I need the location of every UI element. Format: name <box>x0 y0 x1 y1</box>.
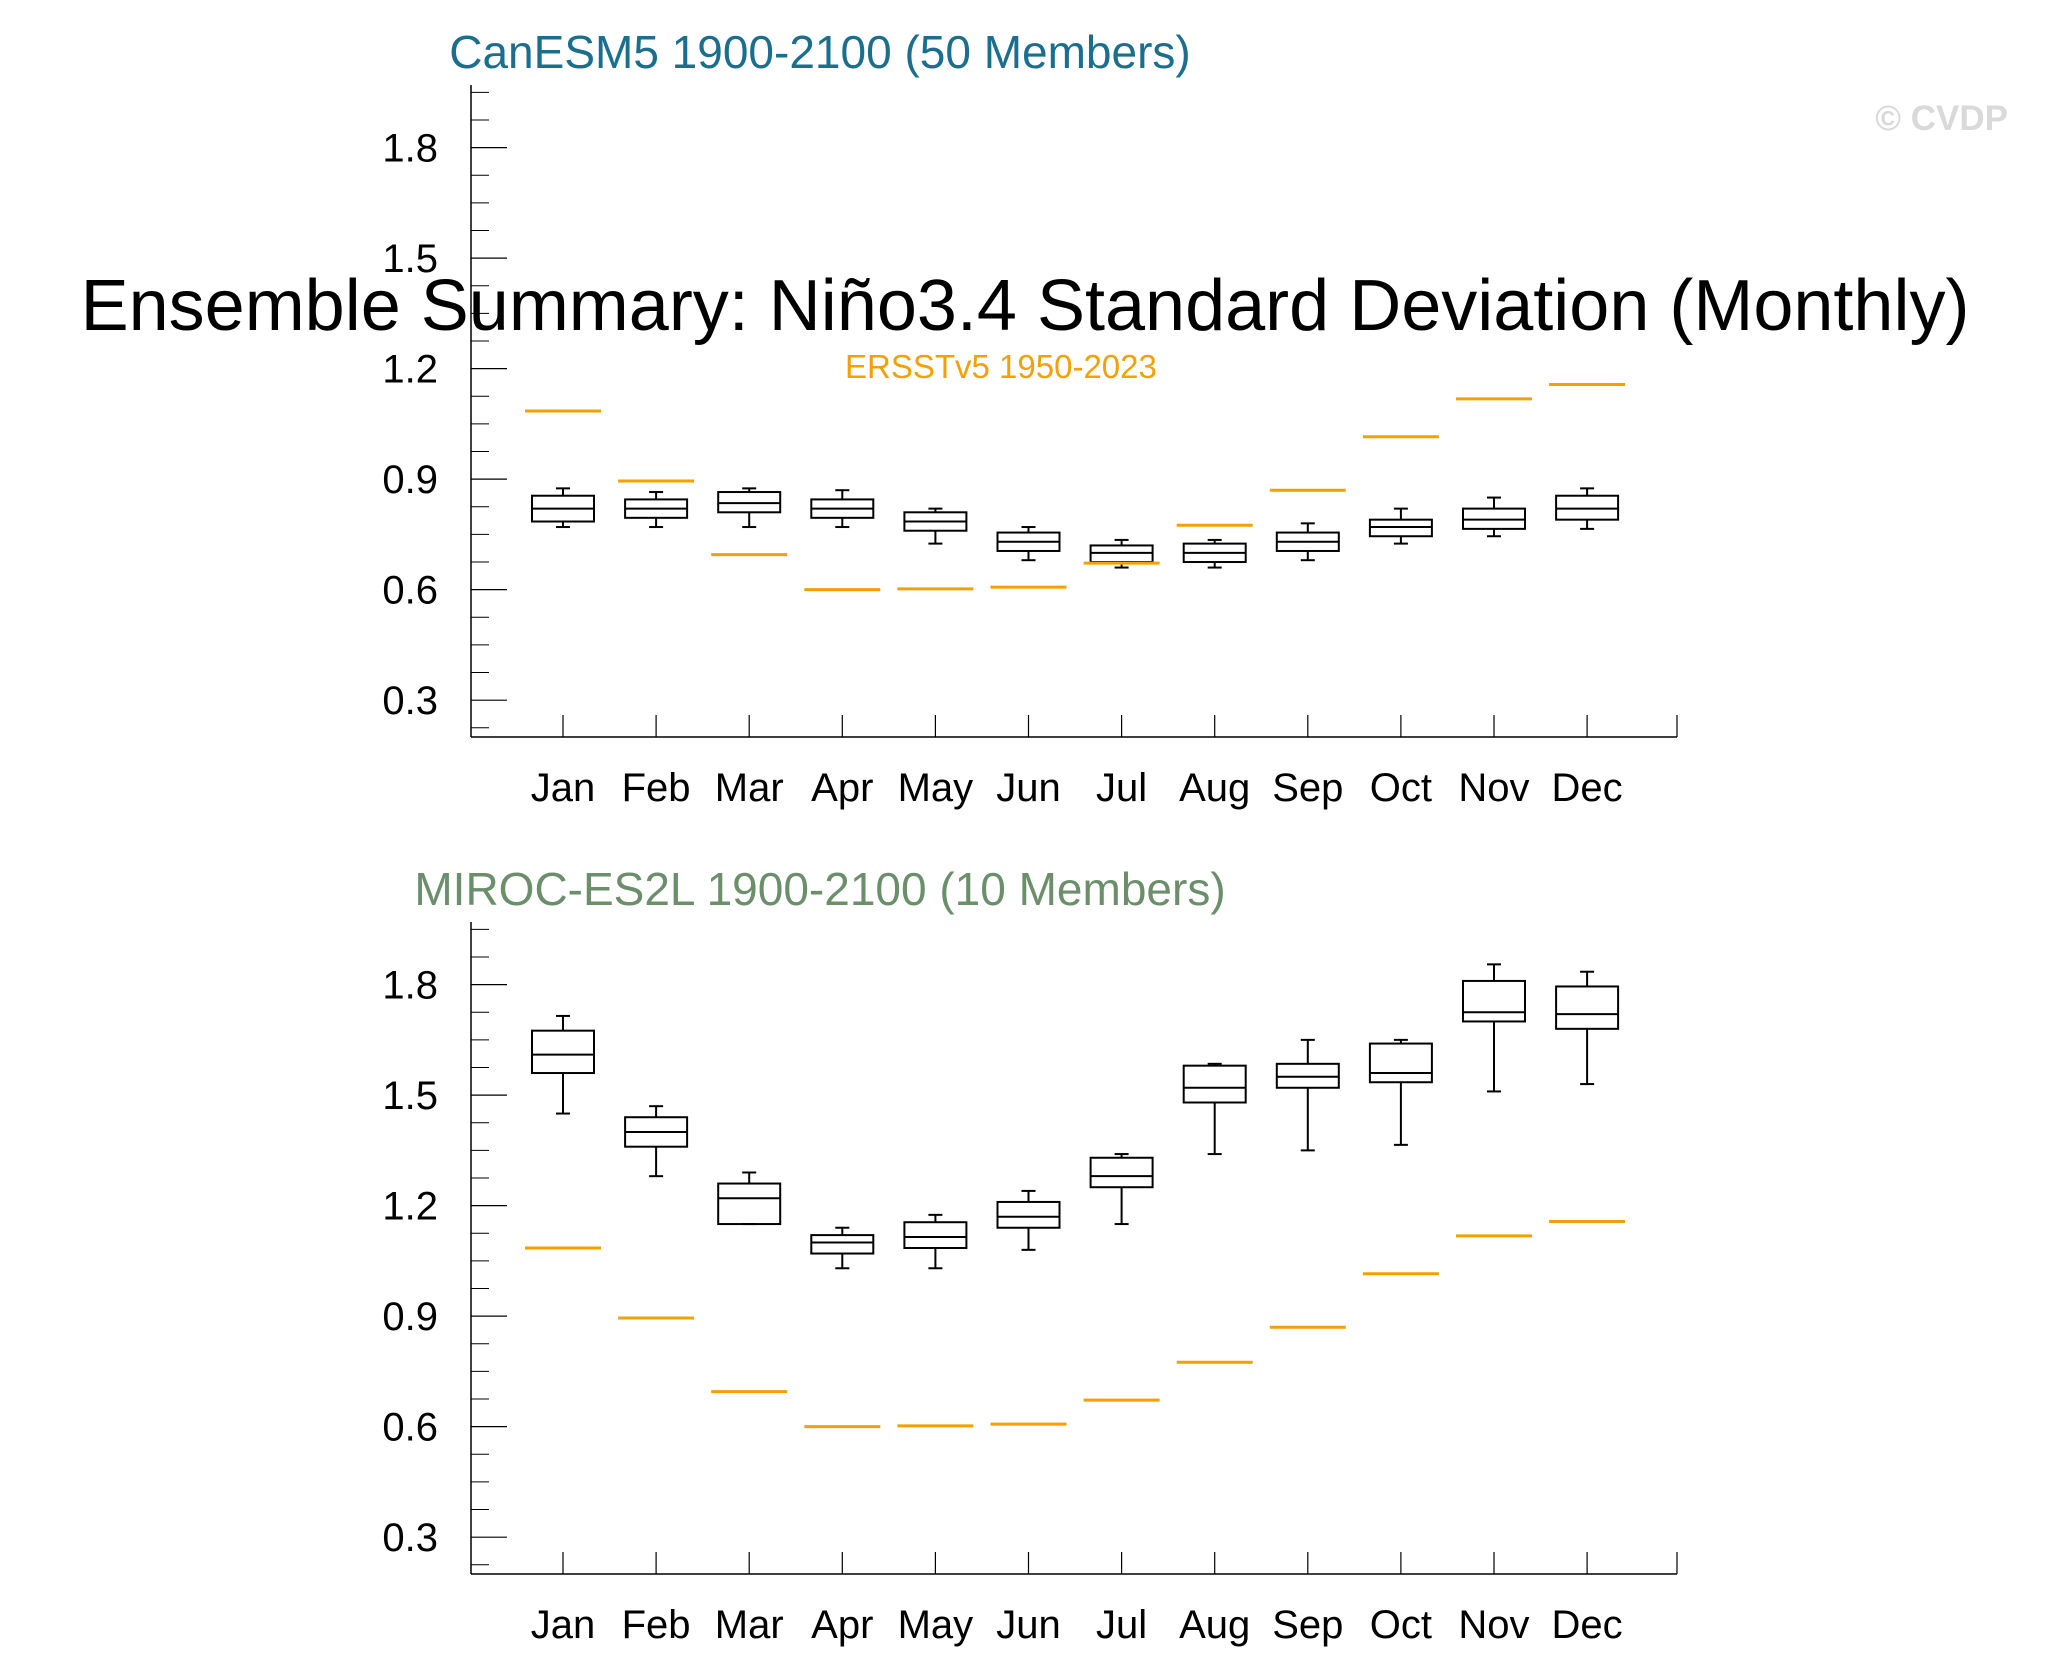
box-jul <box>1089 1153 1154 1226</box>
x-tick-label: May <box>898 1603 974 1647</box>
panel-title: MIROC-ES2L 1900-2100 (10 Members) <box>414 863 1225 915</box>
x-tick-label: Oct <box>1370 766 1432 810</box>
y-tick-label: 0.9 <box>382 1295 438 1339</box>
box-jan <box>531 487 595 529</box>
box-jul <box>1089 538 1154 569</box>
x-tick-label: Jan <box>531 766 596 810</box>
box-iqr <box>810 1234 875 1255</box>
box-jun <box>996 1189 1061 1251</box>
x-tick-label: Feb <box>622 766 691 810</box>
x-tick-label: Oct <box>1370 1603 1432 1647</box>
box-oct <box>1368 507 1433 545</box>
box-nov <box>1462 963 1526 1093</box>
box-nov <box>1462 496 1526 538</box>
box-mar <box>717 487 782 529</box>
box-iqr <box>531 1029 595 1075</box>
box-iqr <box>1089 1156 1154 1189</box>
panel-miroc-es2l: MIROC-ES2L 1900-2100 (10 Members) 0.3 0.6… <box>382 863 1678 1647</box>
x-tick-label: Jul <box>1096 1603 1147 1647</box>
main-title: Ensemble Summary: Niño3.4 Standard Devia… <box>81 266 1970 346</box>
panel-title: CanESM5 1900-2100 (50 Members) <box>449 26 1190 78</box>
y-tick-label: 1.8 <box>382 964 438 1008</box>
x-tick-label: Jun <box>996 766 1061 810</box>
y-tick-label: 1.8 <box>382 127 438 171</box>
x-tick-label: Apr <box>811 766 873 810</box>
x-tick-label: Sep <box>1272 1603 1343 1647</box>
y-tick-label: 0.3 <box>382 679 438 723</box>
x-tick-label: Nov <box>1458 1603 1529 1647</box>
y-tick-label: 1.5 <box>382 1074 438 1118</box>
box-apr <box>810 489 875 529</box>
panel-canesm5: CanESM5 1900-2100 (50 Members) 0.3 0.6 0.9… <box>382 26 1678 810</box>
x-tick-label: Mar <box>715 1603 784 1647</box>
x-tick-label: Jun <box>996 1603 1061 1647</box>
x-tick-label: Jul <box>1096 766 1147 810</box>
x-tick-label: May <box>898 766 974 810</box>
y-tick-label: 0.6 <box>382 569 438 613</box>
box-oct <box>1368 1038 1433 1146</box>
box-mar <box>717 1171 782 1226</box>
box-may <box>903 507 968 545</box>
observation-label: ERSSTv5 1950-2023 <box>845 348 1157 385</box>
x-tick-label: Sep <box>1272 766 1343 810</box>
box-iqr <box>1368 1042 1433 1084</box>
box-iqr <box>717 1182 782 1226</box>
box-iqr <box>1182 1064 1247 1104</box>
x-tick-label: Jan <box>531 1603 596 1647</box>
x-tick-label: Nov <box>1458 766 1529 810</box>
box-sep <box>1275 1038 1340 1152</box>
box-iqr <box>996 1200 1061 1229</box>
box-aug <box>1182 1062 1247 1156</box>
box-iqr <box>1555 985 1620 1030</box>
box-dec <box>1555 970 1620 1086</box>
x-tick-label: Mar <box>715 766 784 810</box>
box-jun <box>996 526 1061 562</box>
x-tick-label: Aug <box>1179 766 1250 810</box>
box-iqr <box>1462 979 1526 1023</box>
y-tick-label: 1.2 <box>382 1185 438 1229</box>
y-tick-label: 1.5 <box>382 237 438 281</box>
box-apr <box>810 1226 875 1270</box>
x-tick-label: Feb <box>622 1603 691 1647</box>
x-tick-label: Aug <box>1179 1603 1250 1647</box>
x-tick-label: Apr <box>811 1603 873 1647</box>
box-dec <box>1555 487 1620 530</box>
y-tick-label: 1.2 <box>382 348 438 392</box>
y-tick-label: 0.6 <box>382 1406 438 1450</box>
box-jan <box>531 1014 595 1115</box>
watermark: © CVDP <box>1875 99 2008 138</box>
box-feb <box>624 491 689 529</box>
y-tick-label: 0.3 <box>382 1516 438 1560</box>
box-feb <box>624 1105 689 1178</box>
box-may <box>903 1213 968 1270</box>
x-tick-label: Dec <box>1552 766 1623 810</box>
box-iqr <box>903 1221 968 1250</box>
box-sep <box>1275 522 1340 562</box>
box-aug <box>1182 538 1247 569</box>
x-tick-label: Dec <box>1552 1603 1623 1647</box>
y-tick-label: 0.9 <box>382 458 438 502</box>
